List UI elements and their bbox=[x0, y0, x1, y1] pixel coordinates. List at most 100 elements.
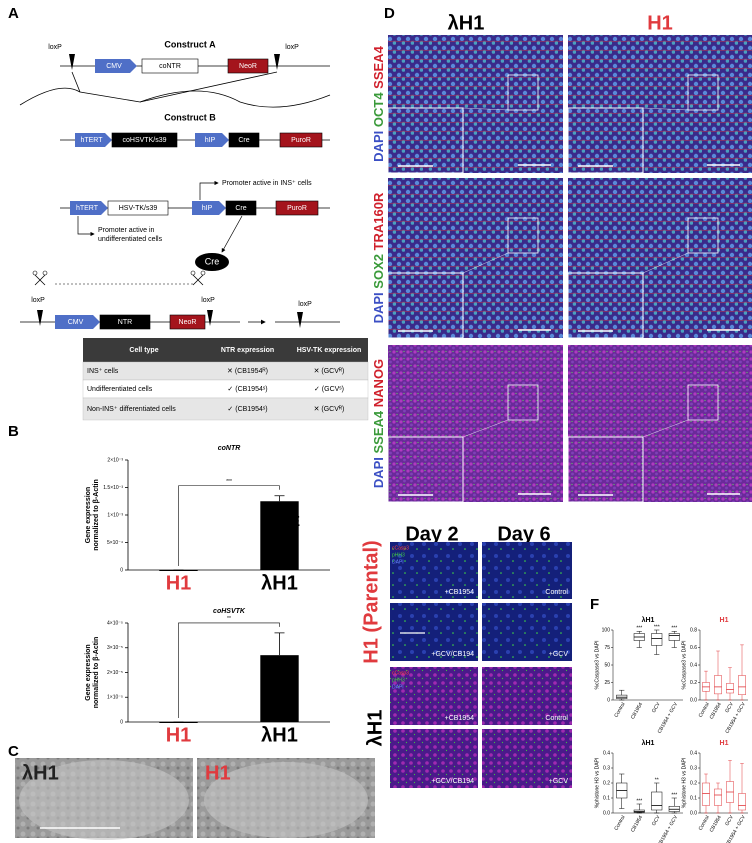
y-tick-label: 0 bbox=[120, 567, 123, 573]
inset bbox=[387, 436, 464, 503]
line bbox=[139, 71, 278, 103]
colony bbox=[19, 760, 189, 840]
gene-box bbox=[107, 200, 169, 216]
box bbox=[714, 788, 722, 806]
y-tick-label: 0.1 bbox=[603, 795, 610, 801]
label: ✕ (GCVᴿ) bbox=[314, 406, 345, 413]
significance: ** bbox=[227, 616, 231, 622]
chart-title: coHSVTK bbox=[213, 608, 246, 615]
y-tick-label: 4×10⁻⁵ bbox=[107, 620, 123, 626]
arrow bbox=[77, 216, 95, 237]
stain-name: SOX2 bbox=[371, 254, 386, 289]
y-tick-label: 100 bbox=[602, 627, 611, 633]
y-tick-label: 0.3 bbox=[690, 765, 697, 771]
bar bbox=[159, 570, 198, 571]
significance-bracket bbox=[178, 622, 280, 718]
y-tick-label: 25 bbox=[604, 680, 610, 686]
cre-protein bbox=[195, 253, 229, 271]
scissors bbox=[32, 270, 38, 276]
scissors bbox=[200, 270, 206, 276]
chart-title: H1 bbox=[720, 617, 729, 624]
promoter bbox=[75, 133, 112, 147]
label: ✓ (CB1954ˢ) bbox=[227, 386, 267, 393]
box bbox=[702, 782, 710, 806]
colony bbox=[204, 762, 368, 838]
x-tick-label: CB1954 bbox=[630, 814, 644, 833]
panel-label: B bbox=[8, 423, 19, 440]
loxp-site bbox=[207, 310, 213, 326]
line bbox=[34, 274, 46, 286]
label: PuroR bbox=[291, 137, 311, 144]
scissors bbox=[190, 270, 196, 276]
gene-box bbox=[169, 314, 206, 330]
label: Cre bbox=[205, 256, 220, 266]
label: hTERT bbox=[76, 205, 99, 212]
gene-box bbox=[141, 58, 199, 74]
arrow bbox=[221, 215, 243, 253]
y-axis-label: %phistone H3 vs DAPI bbox=[681, 758, 687, 809]
label: Cre bbox=[238, 137, 249, 144]
stain-name: DAPI bbox=[371, 457, 386, 488]
label: Promoter active in INS⁺ cells bbox=[222, 180, 312, 187]
panel-label: A bbox=[8, 5, 19, 22]
y-tick-label: 0.6 bbox=[690, 645, 697, 651]
y-tick-label: 0.8 bbox=[690, 627, 697, 633]
label: H1 (Parental) bbox=[360, 540, 382, 663]
line bbox=[462, 107, 509, 111]
promoter bbox=[192, 201, 226, 215]
stain-name: TRA160R bbox=[371, 192, 386, 250]
label: coHSVTK/s39 bbox=[123, 137, 167, 144]
y-tick-label: 1.5×10⁻³ bbox=[103, 485, 123, 491]
box bbox=[668, 633, 680, 641]
stain-name: DAPI bbox=[371, 292, 386, 323]
x-tick-label: GCV bbox=[651, 701, 662, 714]
y-tick-label: 0.4 bbox=[690, 750, 697, 756]
line bbox=[462, 252, 509, 274]
y-tick-label: 0 bbox=[607, 697, 610, 703]
gene-box bbox=[111, 132, 178, 148]
label: cCasp3 bbox=[392, 670, 409, 676]
bar bbox=[260, 655, 299, 722]
x-tick-label: GCV bbox=[724, 814, 735, 827]
label: +GCV/CB194 bbox=[431, 651, 474, 658]
promoter bbox=[55, 315, 100, 329]
label: Non-INS⁺ differentiated cells bbox=[87, 406, 176, 413]
label: NeoR bbox=[179, 319, 197, 326]
label: NTR bbox=[118, 319, 132, 326]
label: DAPI bbox=[392, 684, 404, 690]
significance: *** bbox=[636, 798, 642, 804]
gene-box bbox=[275, 200, 319, 216]
line bbox=[192, 274, 204, 286]
label: Construct B bbox=[164, 112, 216, 122]
label: H1 bbox=[647, 12, 673, 34]
inset bbox=[387, 272, 464, 339]
label: DAPI bbox=[392, 559, 404, 565]
y-axis-label: Gene expression bbox=[85, 487, 92, 543]
micrograph bbox=[390, 603, 478, 661]
label: λH1 bbox=[364, 710, 386, 747]
label: H1 bbox=[205, 762, 231, 784]
stain-name: DAPI bbox=[371, 131, 386, 162]
chart-title: coNTR bbox=[218, 445, 241, 452]
significance-bracket bbox=[178, 485, 280, 566]
label: pHH3 bbox=[392, 677, 405, 683]
micrograph bbox=[390, 667, 478, 725]
y-tick-label: 75 bbox=[604, 645, 610, 651]
panel-label: D bbox=[384, 5, 395, 22]
label: +GCV/CB194 bbox=[431, 778, 474, 785]
line bbox=[462, 419, 509, 438]
chart-title: λH1 bbox=[642, 739, 655, 747]
x-tick-label: H1 bbox=[166, 572, 192, 594]
y-tick-label: 50 bbox=[604, 662, 610, 668]
micrograph bbox=[482, 542, 572, 599]
gene-box bbox=[228, 132, 260, 148]
y-tick-label: 1×10⁻⁵ bbox=[107, 695, 123, 701]
y-tick-label: 2×10⁻³ bbox=[107, 457, 123, 463]
label: Promoter active in bbox=[98, 227, 155, 234]
label: coNTR bbox=[159, 63, 181, 70]
x-tick-label: GCV bbox=[724, 701, 735, 714]
table-row bbox=[82, 397, 369, 421]
label: Construct A bbox=[164, 39, 216, 49]
box bbox=[738, 793, 746, 811]
integration-line bbox=[19, 87, 331, 108]
